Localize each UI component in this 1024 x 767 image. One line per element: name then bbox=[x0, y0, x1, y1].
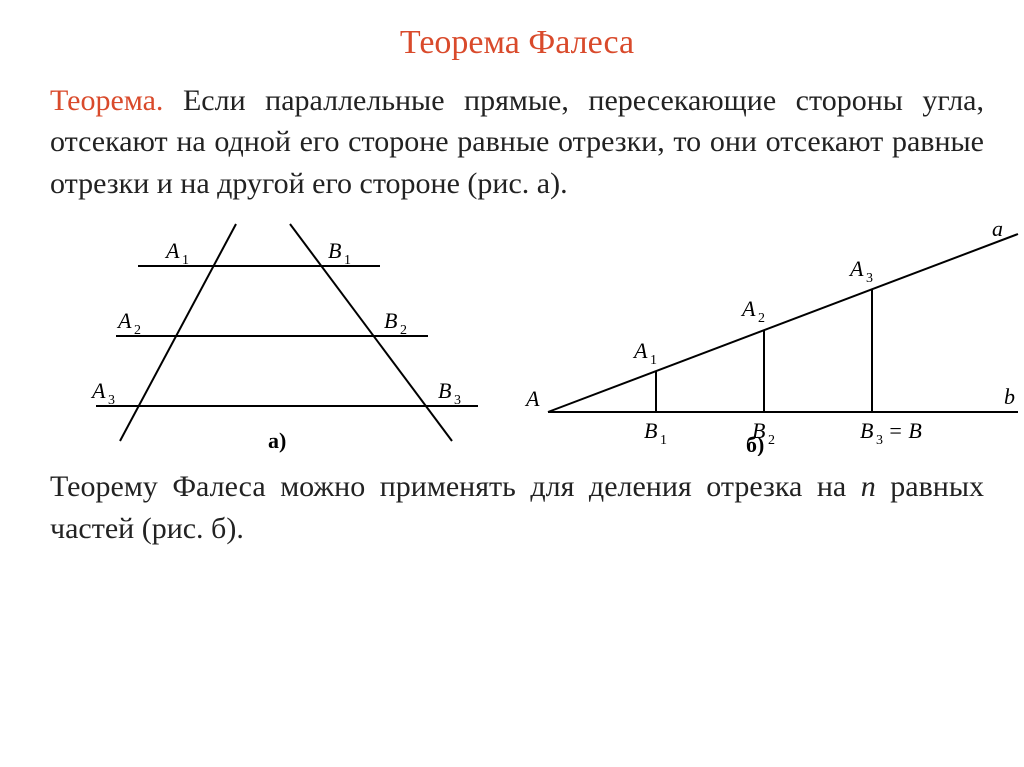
label-b3-eqB: = B bbox=[888, 418, 922, 443]
label-a2b: A bbox=[740, 296, 756, 321]
label-a1: A bbox=[164, 238, 180, 263]
label-line-b: b bbox=[1004, 384, 1015, 409]
label-a3: A bbox=[90, 378, 106, 403]
note-text: Теорему Фалеса можно применять для делен… bbox=[50, 470, 984, 544]
label-line-a: a bbox=[992, 216, 1003, 241]
diagram-b-svg: A A 1 A 2 A 3 B 1 B 2 B 3 = B a b bbox=[506, 216, 1024, 456]
label-b3b-sub: 3 bbox=[876, 433, 883, 448]
label-b1b: B bbox=[644, 418, 657, 443]
label-b1-sub: 1 bbox=[344, 253, 351, 268]
theorem-body: Если параллельные прямые, пересекающие с… bbox=[50, 84, 984, 200]
label-b1: B bbox=[328, 238, 341, 263]
label-a: A bbox=[524, 386, 540, 411]
theorem-paragraph: Теорема. Если параллельные прямые, перес… bbox=[50, 80, 984, 204]
theorem-label: Теорема. bbox=[50, 84, 163, 117]
diagram-a: A 1 A 2 A 3 B 1 B 2 B 3 а) bbox=[50, 216, 480, 456]
diagram-b-caption: б) bbox=[746, 432, 764, 456]
label-a1-sub: 1 bbox=[182, 253, 189, 268]
diagram-a-svg: A 1 A 2 A 3 B 1 B 2 B 3 а) bbox=[50, 216, 480, 456]
label-b3: B bbox=[438, 378, 451, 403]
label-b2-sub: 2 bbox=[400, 323, 407, 338]
label-a2b-sub: 2 bbox=[758, 311, 765, 326]
label-b3b: B bbox=[860, 418, 873, 443]
page-title: Теорема Фалеса bbox=[50, 24, 984, 62]
label-a2: A bbox=[116, 308, 132, 333]
label-a1b: A bbox=[632, 338, 648, 363]
label-a3-sub: 3 bbox=[108, 393, 115, 408]
label-b2: B bbox=[384, 308, 397, 333]
diagram-b: A A 1 A 2 A 3 B 1 B 2 B 3 = B a b bbox=[506, 216, 1024, 456]
label-b2b-sub: 2 bbox=[768, 433, 775, 448]
label-b3-sub: 3 bbox=[454, 393, 461, 408]
label-a3b: A bbox=[848, 256, 864, 281]
label-a3b-sub: 3 bbox=[866, 271, 873, 286]
label-a1b-sub: 1 bbox=[650, 353, 657, 368]
note-paragraph: Теорему Фалеса можно применять для делен… bbox=[50, 466, 984, 549]
diagrams-row: A 1 A 2 A 3 B 1 B 2 B 3 а) bbox=[50, 216, 984, 456]
label-a2-sub: 2 bbox=[134, 323, 141, 338]
diagram-a-caption: а) bbox=[268, 428, 286, 453]
label-b1b-sub: 1 bbox=[660, 433, 667, 448]
note-n: n bbox=[861, 470, 876, 503]
